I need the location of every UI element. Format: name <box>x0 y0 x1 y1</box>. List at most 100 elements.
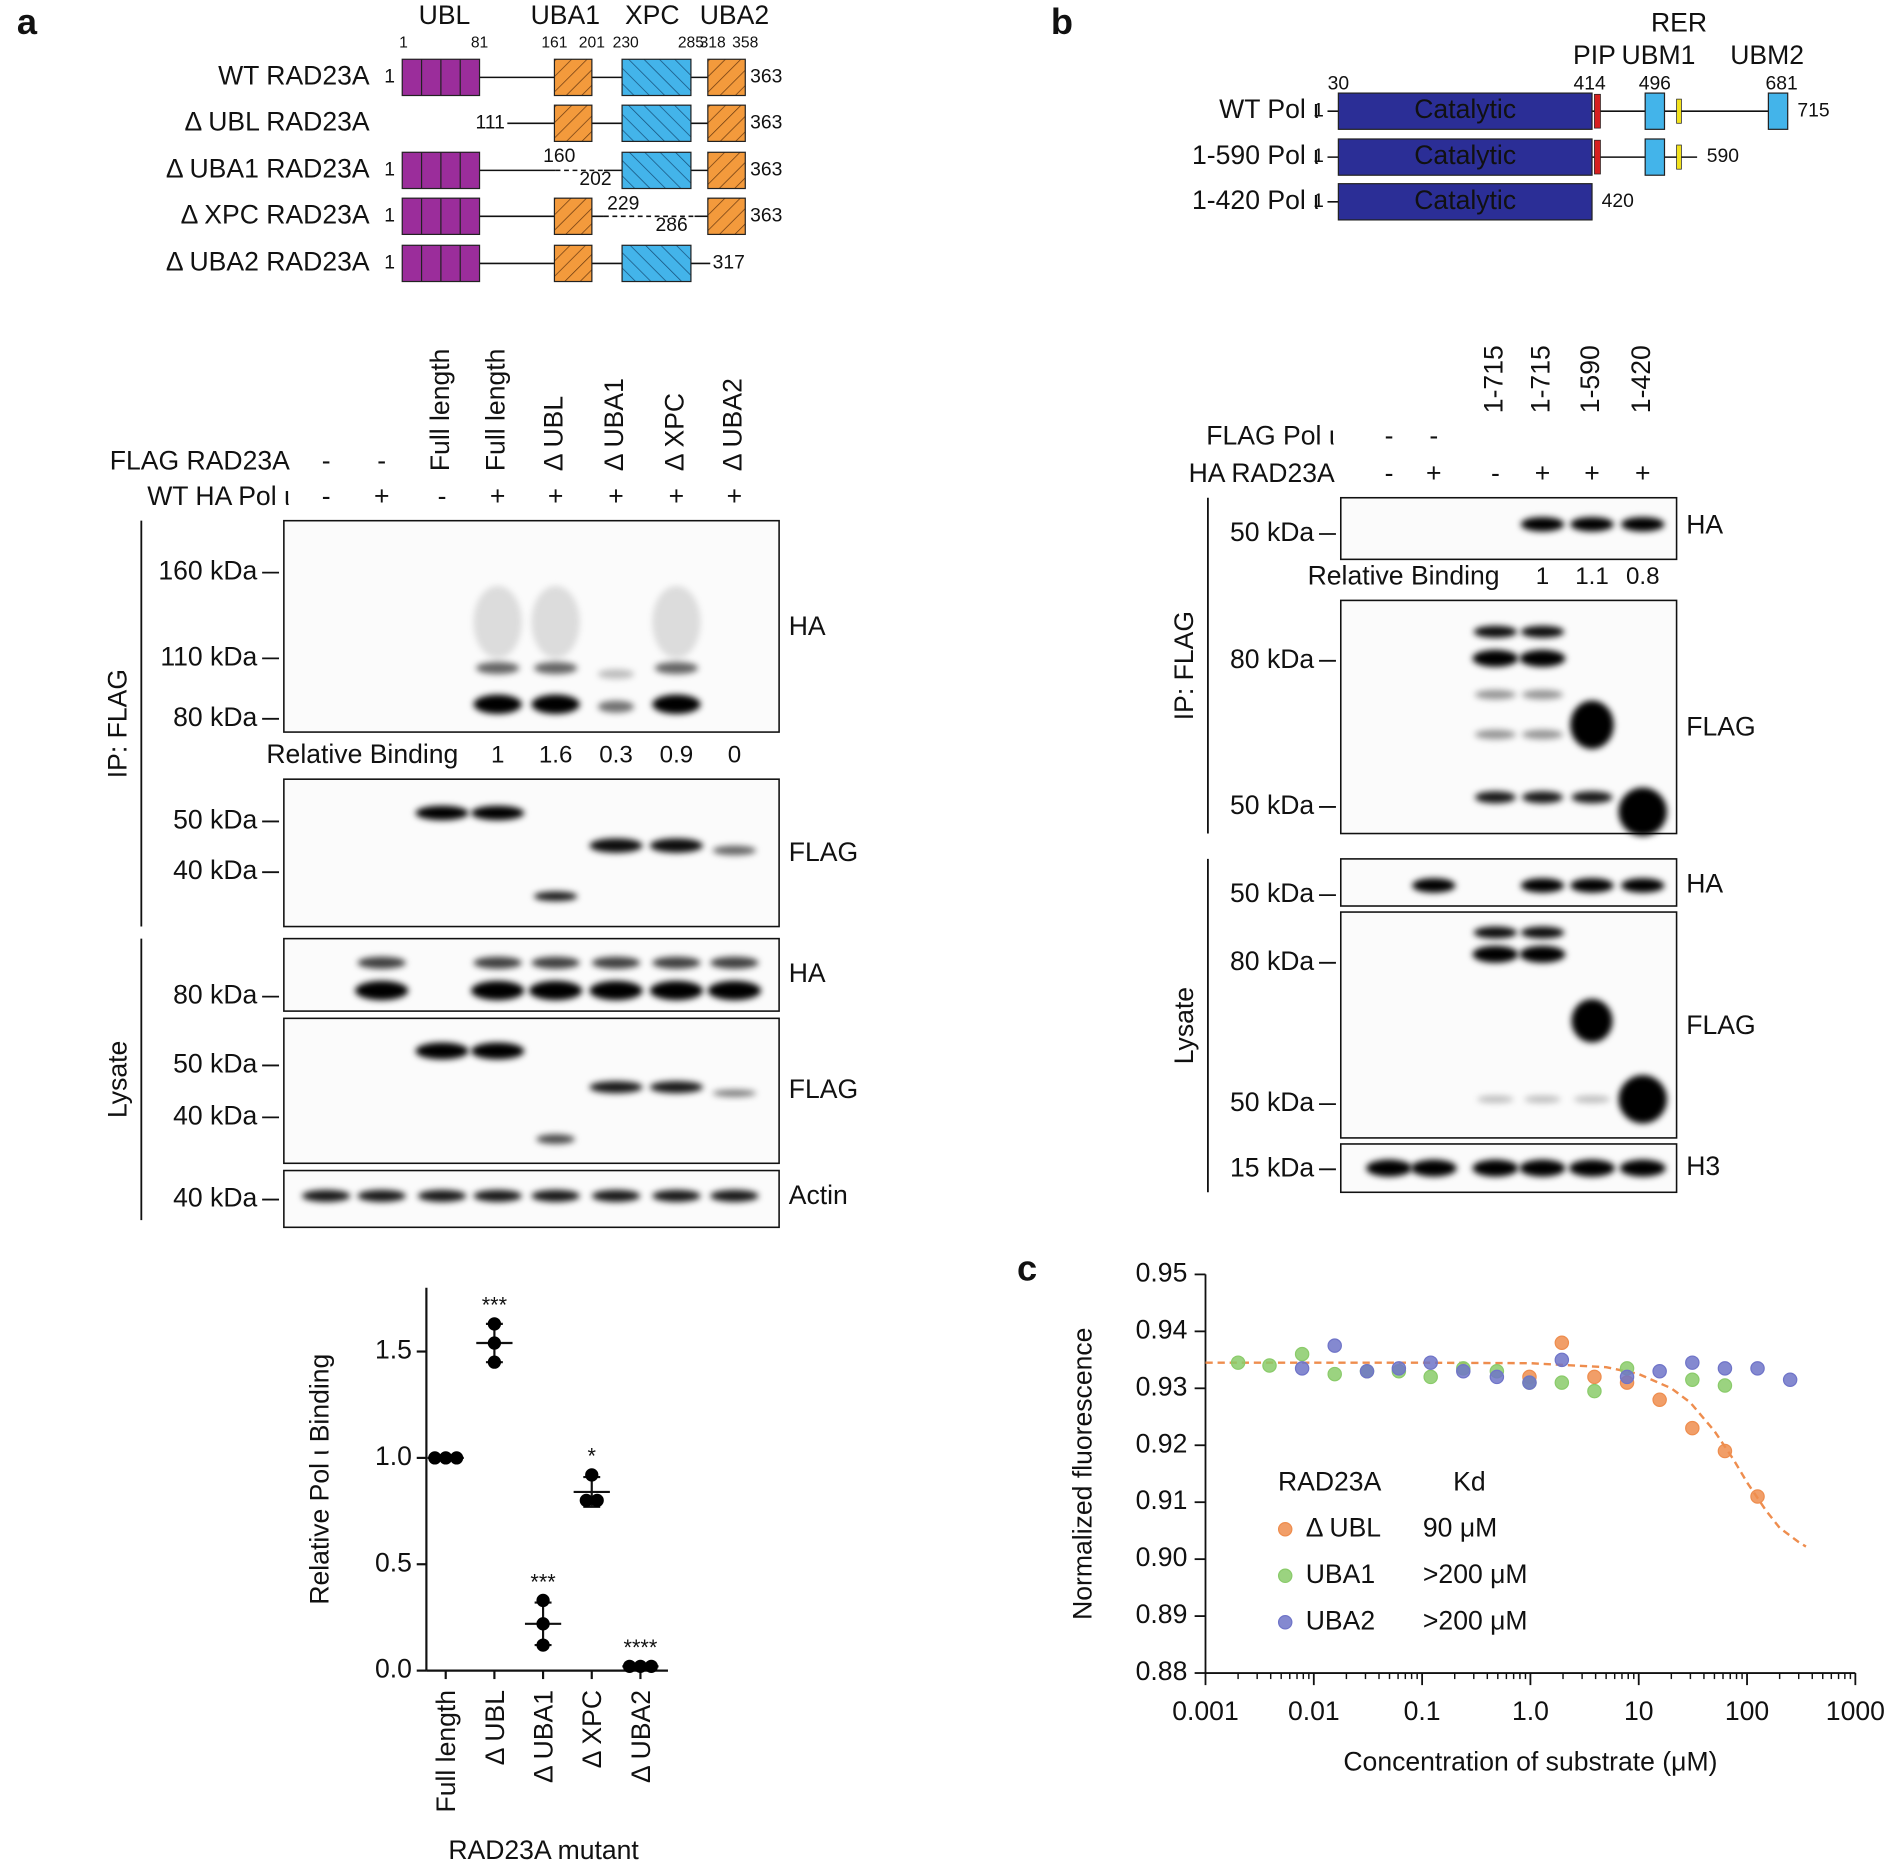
band <box>357 956 406 969</box>
band <box>1619 1159 1666 1177</box>
data-point <box>1522 1375 1537 1390</box>
panel-label: c <box>1017 1247 1037 1288</box>
band <box>301 1189 351 1202</box>
data-point <box>1294 1361 1310 1376</box>
x-tick-label: 1000 <box>1826 1696 1885 1726</box>
condition-label: HA RAD23A <box>1189 458 1335 488</box>
band <box>597 669 635 679</box>
data-point <box>1685 1420 1700 1436</box>
legend-value: 90 μM <box>1423 1512 1497 1542</box>
y-axis-label: Relative Pol ι Binding <box>304 1354 334 1605</box>
data-point <box>1489 1369 1505 1385</box>
band <box>473 1189 522 1202</box>
marker-label: 50 kDa <box>173 804 257 834</box>
marker-label: 80 kDa <box>1230 946 1314 976</box>
legend-title: RAD23A <box>1278 1466 1382 1496</box>
condition-sign: + <box>1535 458 1551 488</box>
catalytic-domain <box>1337 183 1593 221</box>
uba1-domain <box>553 197 593 236</box>
domain-label: Catalytic <box>1414 94 1516 124</box>
data-point <box>1652 1363 1667 1379</box>
x-tick-label: 0.01 <box>1288 1696 1340 1726</box>
condition-sign: + <box>1635 458 1651 488</box>
marker-label: 110 kDa <box>160 641 257 671</box>
data-point <box>487 1317 502 1331</box>
domain-header: UBA1 <box>531 0 600 30</box>
band <box>475 662 520 675</box>
band <box>1573 1095 1611 1103</box>
lane-header: 1-420 <box>1626 345 1656 413</box>
band <box>1571 791 1613 804</box>
residue-number: 202 <box>579 169 611 190</box>
construct-label: WT Pol ι <box>1219 94 1319 124</box>
lane-header: 1-715 <box>1478 345 1508 413</box>
condition-sign: + <box>669 481 685 511</box>
band <box>415 1042 469 1060</box>
domain-header: UBM2 <box>1730 40 1804 70</box>
data-point <box>536 1638 550 1652</box>
band <box>1521 729 1564 740</box>
band <box>589 1081 643 1094</box>
domain-header: XPC <box>625 0 680 30</box>
marker-label: 15 kDa <box>1230 1152 1314 1182</box>
condition-sign: - <box>322 481 331 511</box>
band <box>355 980 409 1001</box>
band <box>1410 1159 1457 1177</box>
marker-label: 160 kDa <box>158 556 257 586</box>
data-point <box>1750 1489 1765 1504</box>
relative-binding-label: Relative Binding <box>266 739 458 769</box>
band <box>652 956 701 969</box>
data-point <box>1750 1361 1765 1376</box>
band <box>1621 878 1665 893</box>
xpc-domain <box>621 151 692 190</box>
marker-label: 50 kDa <box>1230 790 1314 820</box>
residue-number: 160 <box>543 146 575 167</box>
band <box>1618 787 1667 836</box>
y-tick-label: 0.89 <box>1136 1599 1188 1629</box>
significance-label: *** <box>530 1569 556 1594</box>
band <box>1618 1075 1667 1124</box>
band <box>1520 926 1565 939</box>
panel-label: a <box>17 1 38 42</box>
y-tick-label: 0.94 <box>1136 1314 1188 1344</box>
relative-binding-value: 1 <box>1536 563 1549 590</box>
residue-number: 358 <box>732 35 758 52</box>
y-tick-label: 1.0 <box>375 1441 412 1471</box>
band <box>473 956 522 969</box>
band <box>591 956 641 969</box>
data-point <box>1230 1355 1246 1370</box>
band <box>712 1089 757 1097</box>
domain-label: Catalytic <box>1414 185 1516 215</box>
residue-number: 1 <box>384 160 395 181</box>
data-point <box>622 1659 637 1674</box>
band <box>1519 945 1566 963</box>
lane-header: Δ UBA2 <box>717 378 747 471</box>
data-point <box>1391 1361 1407 1376</box>
data-point <box>1423 1355 1438 1370</box>
band <box>1412 878 1456 893</box>
band <box>1472 1159 1519 1177</box>
construct-label: Δ UBL RAD23A <box>185 106 370 136</box>
data-point <box>1359 1363 1375 1379</box>
band <box>589 980 643 1001</box>
ubm2-domain <box>1767 92 1789 130</box>
antibody-label: FLAG <box>789 837 858 867</box>
residue-number: 317 <box>713 253 745 274</box>
ubm1-domain <box>1644 92 1666 130</box>
data-point <box>449 1451 464 1465</box>
band <box>1521 689 1564 700</box>
y-tick-label: 1.5 <box>375 1335 412 1365</box>
band <box>654 662 699 675</box>
band <box>589 838 643 853</box>
data-point <box>644 1659 658 1674</box>
condition-sign: - <box>1385 420 1394 450</box>
legend-label: UBA2 <box>1306 1605 1375 1635</box>
section-label: IP: FLAG <box>1169 611 1199 720</box>
band <box>473 694 522 714</box>
residue-number: 363 <box>750 112 782 133</box>
blot-panel <box>1339 858 1678 907</box>
residue-number: 414 <box>1573 74 1605 95</box>
condition-sign: - <box>377 446 386 476</box>
residue-number: 420 <box>1602 191 1634 212</box>
uba2-domain <box>707 58 746 97</box>
